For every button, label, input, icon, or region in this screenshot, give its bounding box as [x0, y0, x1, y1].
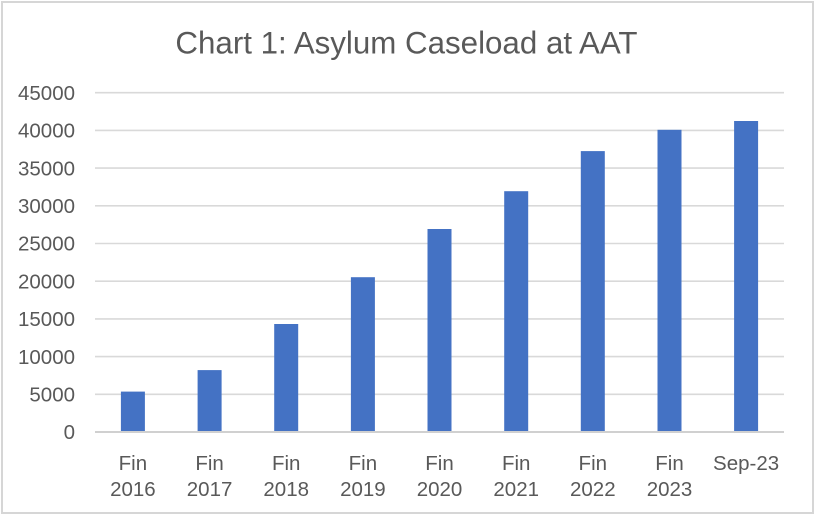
svg-text:2019: 2019 — [340, 478, 386, 501]
svg-text:Sep-23: Sep-23 — [713, 452, 779, 475]
svg-text:45000: 45000 — [18, 82, 75, 105]
svg-text:2016: 2016 — [110, 478, 156, 501]
svg-text:Fin: Fin — [425, 452, 453, 475]
svg-text:15000: 15000 — [18, 308, 75, 331]
svg-text:25000: 25000 — [18, 233, 75, 256]
svg-text:2020: 2020 — [417, 478, 463, 501]
svg-text:2017: 2017 — [187, 478, 233, 501]
svg-text:2018: 2018 — [263, 478, 309, 501]
svg-text:10000: 10000 — [18, 346, 75, 369]
svg-text:2021: 2021 — [493, 478, 539, 501]
svg-text:2022: 2022 — [570, 478, 616, 501]
svg-text:Fin: Fin — [502, 452, 530, 475]
svg-text:Chart 1: Asylum Caseload at AA: Chart 1: Asylum Caseload at AAT — [175, 26, 637, 61]
svg-text:30000: 30000 — [18, 195, 75, 218]
svg-text:5000: 5000 — [29, 384, 75, 407]
svg-text:Fin: Fin — [655, 452, 683, 475]
svg-text:Fin: Fin — [349, 452, 377, 475]
svg-text:Fin: Fin — [195, 452, 223, 475]
svg-text:20000: 20000 — [18, 270, 75, 293]
svg-text:40000: 40000 — [18, 120, 75, 143]
svg-text:2023: 2023 — [647, 478, 693, 501]
svg-text:0: 0 — [64, 421, 75, 444]
svg-text:Fin: Fin — [272, 452, 300, 475]
svg-text:35000: 35000 — [18, 157, 75, 180]
svg-text:Fin: Fin — [119, 452, 147, 475]
svg-text:Fin: Fin — [579, 452, 607, 475]
